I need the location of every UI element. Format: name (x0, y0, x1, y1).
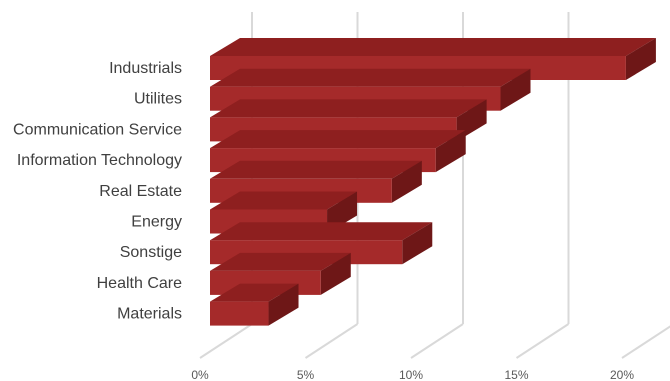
bar-side (625, 38, 656, 80)
x-tick-label: 15% (504, 368, 528, 381)
category-label: Utilites (134, 91, 182, 108)
gridline-floor (199, 323, 253, 359)
bars (210, 38, 656, 326)
bar-top (210, 38, 656, 56)
bar-top (210, 130, 466, 149)
bar-side (391, 160, 422, 203)
category-label: Industrials (109, 60, 182, 77)
category-label: Sonstige (120, 244, 182, 261)
gridline-floor (621, 325, 670, 359)
x-tick-labels: 0% 5% 10% 15% 20% (191, 368, 634, 381)
bar-top (210, 99, 487, 118)
bar-side (500, 68, 531, 111)
x-tick-label: 10% (399, 368, 423, 381)
category-label: Health Care (97, 275, 182, 292)
bar-side (320, 252, 351, 295)
category-label: Materials (117, 306, 182, 323)
category-label: Communication Service (13, 121, 182, 138)
bar-side (402, 222, 433, 265)
bar-top (210, 68, 531, 87)
bar-side (435, 130, 466, 173)
category-label: Energy (131, 214, 182, 231)
gridline-floor (304, 323, 359, 359)
bar-top (210, 252, 351, 271)
bar-top (210, 191, 358, 210)
category-labels: Industrials Utilites Communication Service… (13, 60, 182, 323)
category-label: Information Technology (17, 152, 182, 169)
x-tick-label: 0% (191, 368, 209, 381)
gridline-floor (515, 323, 570, 359)
x-tick-label: 20% (610, 368, 634, 381)
gridline-floor (410, 323, 464, 359)
bar-top (210, 160, 422, 179)
bar-top (210, 283, 299, 302)
x-tick-label: 5% (297, 368, 315, 381)
bar (210, 301, 269, 326)
bar-side (268, 283, 299, 326)
bar-top (210, 222, 433, 241)
category-label: Real Estate (99, 183, 182, 200)
